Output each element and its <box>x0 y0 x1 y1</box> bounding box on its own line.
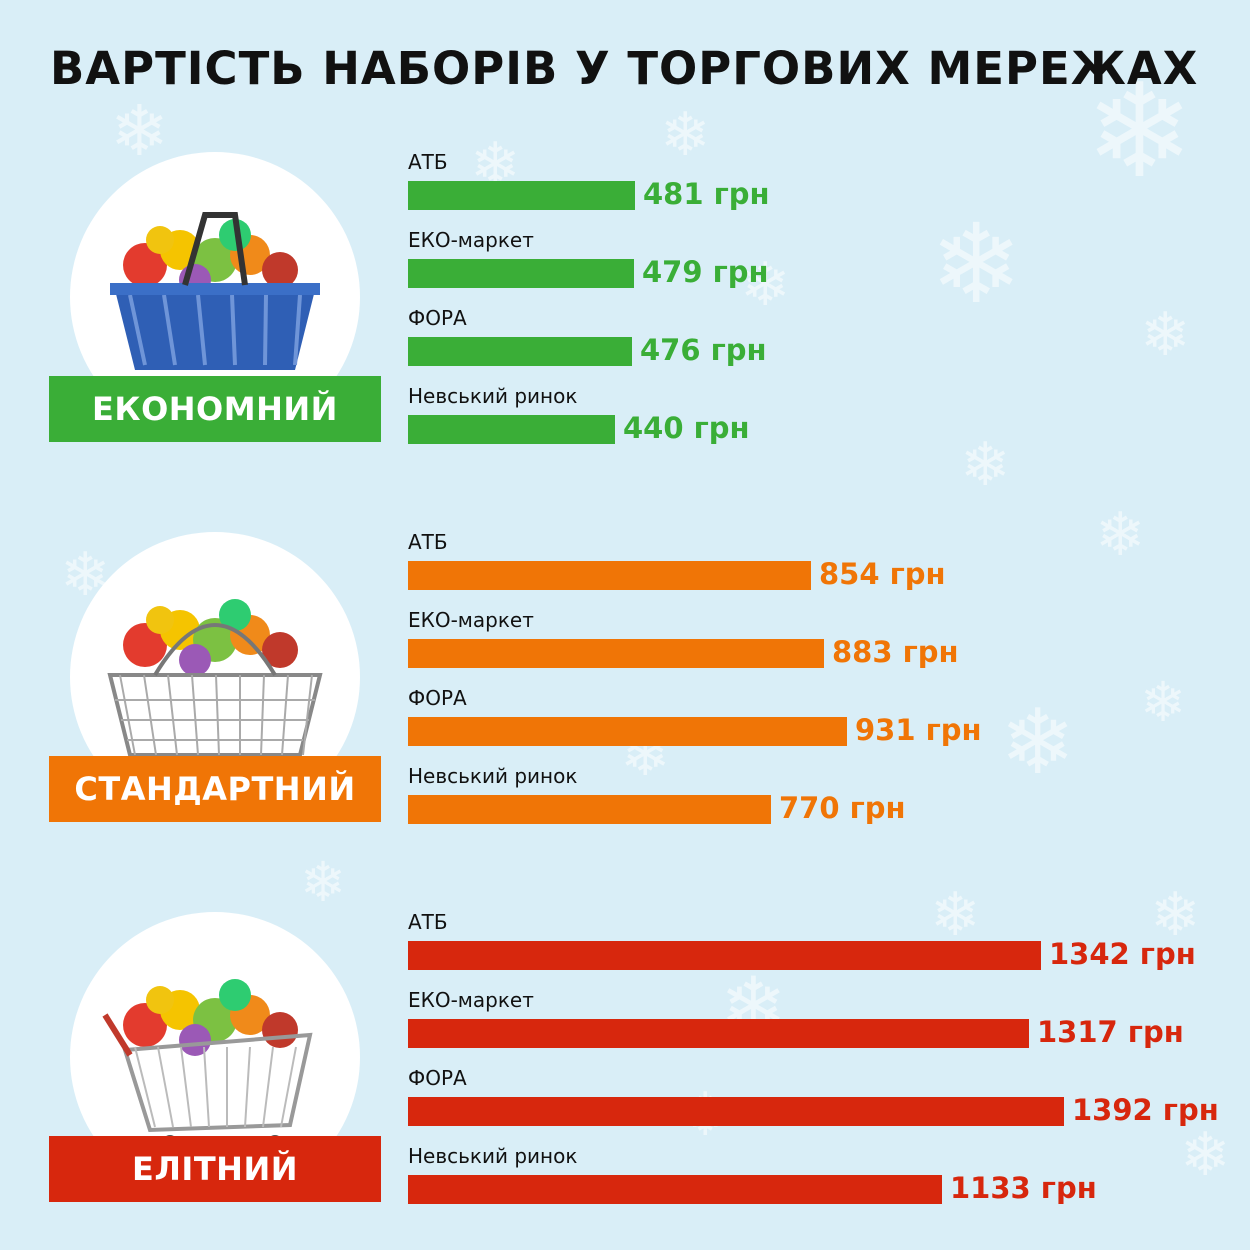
value-label: 440 грн <box>623 411 750 445</box>
bar <box>408 717 847 746</box>
bar <box>408 1019 1029 1048</box>
value-label: 479 грн <box>642 255 769 289</box>
value-label: 1317 грн <box>1037 1015 1184 1049</box>
shopping-basket-icon <box>85 195 345 399</box>
bar <box>408 561 811 590</box>
bar <box>408 1097 1064 1126</box>
value-label: 481 грн <box>643 177 770 211</box>
snowflake-icon: ❄ <box>1000 690 1076 795</box>
value-label: 770 грн <box>779 791 906 825</box>
snowflake-icon: ❄ <box>930 200 1023 328</box>
snowflake-icon: ❄ <box>1180 1120 1231 1190</box>
set-label: СТАНДАРТНИЙ <box>49 756 381 822</box>
store-name-label: Невський ринок <box>408 764 578 788</box>
bar <box>408 639 824 668</box>
wire-basket-icon <box>85 575 345 779</box>
store-name-label: Невський ринок <box>408 1144 578 1168</box>
set-label: ЕКОНОМНИЙ <box>49 376 381 442</box>
snowflake-icon: ❄ <box>110 90 169 172</box>
bar <box>408 941 1041 970</box>
store-name-label: АТБ <box>408 150 448 174</box>
snowflake-icon: ❄ <box>1150 880 1201 950</box>
bar <box>408 181 635 210</box>
snowflake-icon: ❄ <box>1095 500 1146 570</box>
shopping-cart-icon <box>85 955 345 1159</box>
bar <box>408 415 615 444</box>
snowflake-icon: ❄ <box>300 850 347 914</box>
value-label: 1392 грн <box>1072 1093 1219 1127</box>
value-label: 931 грн <box>855 713 982 747</box>
store-name-label: ФОРА <box>408 686 467 710</box>
snowflake-icon: ❄ <box>1085 55 1194 207</box>
value-label: 854 грн <box>819 557 946 591</box>
value-label: 476 грн <box>640 333 767 367</box>
page-title: ВАРТІСТЬ НАБОРІВ У ТОРГОВИХ МЕРЕЖАХ <box>50 42 1199 95</box>
snowflake-icon: ❄ <box>1140 670 1187 734</box>
snowflake-icon: ❄ <box>740 250 791 320</box>
bar <box>408 795 771 824</box>
store-name-label: ФОРА <box>408 1066 467 1090</box>
store-name-label: ЕКО-маркет <box>408 228 534 252</box>
set-label: ЕЛІТНИЙ <box>49 1136 381 1202</box>
value-label: 1342 грн <box>1049 937 1196 971</box>
bar <box>408 337 632 366</box>
store-name-label: АТБ <box>408 910 448 934</box>
snowflake-icon: ❄ <box>660 100 711 170</box>
value-label: 883 грн <box>832 635 959 669</box>
snowflake-icon: ❄ <box>1140 300 1191 370</box>
bar <box>408 1175 942 1204</box>
store-name-label: ЕКО-маркет <box>408 988 534 1012</box>
store-name-label: АТБ <box>408 530 448 554</box>
snowflake-icon: ❄ <box>960 430 1011 500</box>
store-name-label: ФОРА <box>408 306 467 330</box>
store-name-label: ЕКО-маркет <box>408 608 534 632</box>
value-label: 1133 грн <box>950 1171 1097 1205</box>
snowflake-icon: ❄ <box>930 880 981 950</box>
bar <box>408 259 634 288</box>
store-name-label: Невський ринок <box>408 384 578 408</box>
